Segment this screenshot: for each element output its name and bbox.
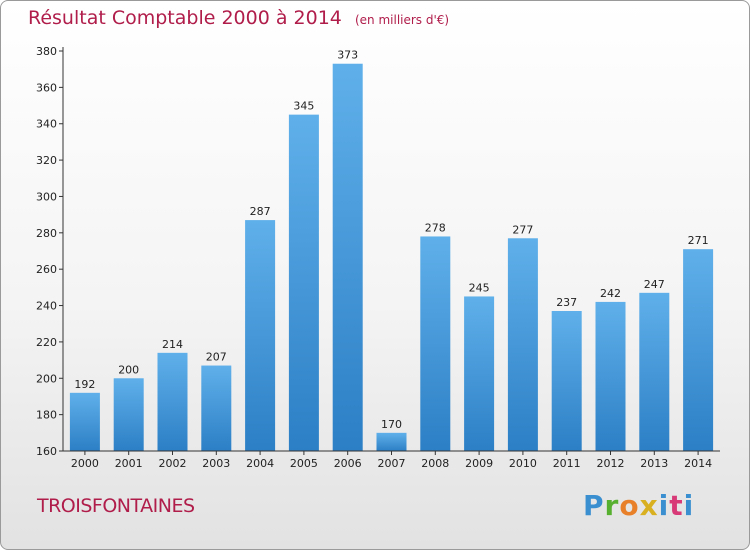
proxiti-logo[interactable]: Proxiti (583, 489, 695, 522)
x-tick-label: 2000 (71, 457, 99, 470)
bar-2001[interactable] (113, 378, 144, 451)
y-tick-label: 180 (36, 409, 57, 422)
bar-2007[interactable] (376, 432, 407, 451)
bar-2004[interactable] (245, 220, 276, 451)
x-tick-label: 2003 (202, 457, 230, 470)
y-tick-label: 340 (36, 118, 57, 131)
x-axis: 2000 2001 2002 2003 2004 2005 2006 2007 2008 2009… (63, 450, 720, 470)
bars: 192 200 214 207 287 345 373 170 278 245 277 237 242 2… (69, 49, 714, 452)
bar-value-label: 271 (688, 234, 709, 247)
y-axis: 160 180 200 220 240 260 280 300 320 340 360 380 (36, 45, 64, 458)
y-tick-label: 320 (36, 154, 57, 167)
bar-2011[interactable] (551, 311, 582, 451)
bar-2005[interactable] (288, 114, 319, 452)
x-tick-label: 2009 (465, 457, 493, 470)
x-tick-label: 2002 (159, 457, 187, 470)
bar-2003[interactable] (201, 365, 232, 451)
y-tick-label: 360 (36, 81, 57, 94)
bar-2008[interactable] (420, 236, 451, 451)
x-tick-label: 2001 (115, 457, 143, 470)
bar-value-label: 287 (250, 205, 271, 218)
bar-value-label: 278 (425, 221, 446, 234)
x-tick-label: 2013 (640, 457, 668, 470)
y-tick-label: 380 (36, 45, 57, 58)
bar-value-label: 214 (162, 338, 183, 351)
y-tick-label: 220 (36, 336, 57, 349)
bar-value-label: 277 (512, 223, 533, 236)
x-tick-label: 2011 (553, 457, 581, 470)
y-tick-label: 280 (36, 227, 57, 240)
bar-value-label: 192 (74, 378, 95, 391)
x-tick-label: 2012 (597, 457, 625, 470)
x-tick-label: 2010 (509, 457, 537, 470)
bar-value-label: 242 (600, 287, 621, 300)
chart-title: Résultat Comptable 2000 à 2014 (28, 7, 342, 29)
x-tick-label: 2006 (334, 457, 362, 470)
bar-value-label: 170 (381, 418, 402, 431)
bar-value-label: 247 (644, 278, 665, 291)
y-tick-label: 240 (36, 300, 57, 313)
bar-value-label: 245 (469, 281, 490, 294)
bar-2009[interactable] (464, 296, 495, 451)
bar-value-label: 207 (206, 351, 227, 364)
x-tick-label: 2008 (421, 457, 449, 470)
x-tick-label: 2005 (290, 457, 318, 470)
x-tick-label: 2007 (378, 457, 406, 470)
bar-2014[interactable] (683, 249, 714, 451)
bar-2000[interactable] (69, 392, 100, 451)
bar-2002[interactable] (157, 352, 188, 451)
commune-name: TROISFONTAINES (37, 495, 195, 517)
chart-subtitle: (en milliers d'€) (354, 13, 450, 27)
y-tick-label: 200 (36, 372, 57, 385)
bar-value-label: 200 (118, 363, 139, 376)
y-tick-label: 160 (36, 445, 57, 458)
bar-2006[interactable] (332, 63, 363, 452)
bar-2010[interactable] (507, 238, 538, 451)
x-tick-label: 2014 (684, 457, 712, 470)
bar-2013[interactable] (639, 292, 670, 451)
bar-value-label: 373 (337, 49, 358, 62)
title-row: Résultat Comptable 2000 à 2014 (en milli… (28, 7, 449, 29)
y-tick-label: 260 (36, 263, 57, 276)
y-tick-label: 300 (36, 190, 57, 203)
bar-2012[interactable] (595, 301, 626, 451)
bar-value-label: 345 (293, 100, 314, 113)
x-tick-label: 2004 (246, 457, 274, 470)
bar-value-label: 237 (556, 296, 577, 309)
